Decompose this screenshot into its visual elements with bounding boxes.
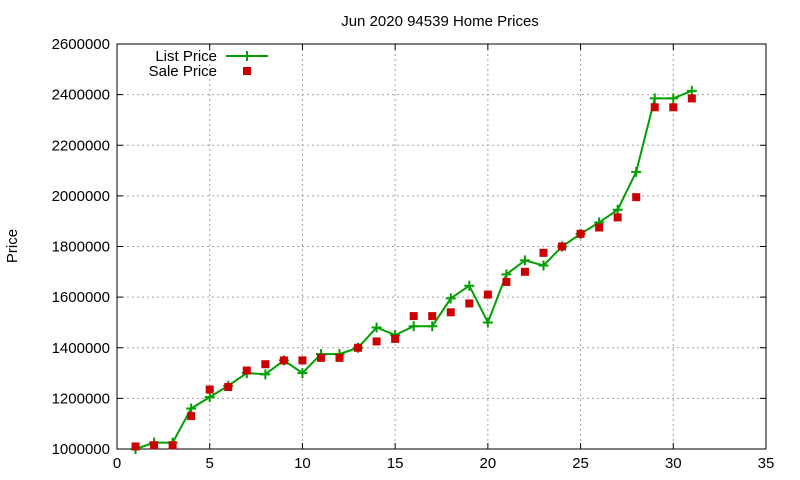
- list-price-point: [538, 260, 549, 271]
- list-price-point: [204, 392, 215, 403]
- sale-price-point: [632, 193, 641, 202]
- list-price-line: [135, 89, 693, 450]
- list-price-point: [371, 322, 382, 333]
- list-price-point: [612, 204, 623, 215]
- sale-price-point: [168, 441, 177, 450]
- sale-price-point: [187, 412, 196, 421]
- sale-price-point: [502, 277, 511, 286]
- sale-price-point: [354, 343, 363, 352]
- list-price-point: [297, 368, 308, 379]
- sale-price-point: [539, 248, 548, 257]
- sale-price-point: [687, 94, 696, 103]
- x-tick-label: 15: [387, 455, 404, 472]
- sale-price-point: [520, 267, 529, 276]
- list-price-point: [649, 93, 660, 104]
- list-price-point: [408, 321, 419, 332]
- sale-price-point: [595, 223, 604, 232]
- x-tick-label: 35: [758, 455, 775, 472]
- grid: [117, 44, 766, 449]
- y-tick-label: 1000000: [52, 441, 110, 458]
- sale-price-point: [558, 242, 567, 251]
- sale-price-point: [242, 366, 251, 375]
- sale-price-point: [483, 290, 492, 299]
- list-price-point: [260, 369, 271, 380]
- y-tick-label: 1200000: [52, 390, 110, 407]
- list-price-point: [668, 93, 679, 104]
- y-tick-label: 1400000: [52, 340, 110, 357]
- list-price-point: [186, 403, 197, 414]
- y-tick-label: 1600000: [52, 289, 110, 306]
- list-price-point: [519, 255, 530, 266]
- sale-price-point: [428, 312, 437, 321]
- list-price-point: [427, 321, 438, 332]
- y-axis-label: Price: [4, 229, 21, 263]
- sale-price-point: [224, 382, 233, 391]
- x-tick-label: 30: [665, 455, 682, 472]
- chart-title: Jun 2020 94539 Home Prices: [341, 13, 539, 30]
- sale-price-point: [391, 334, 400, 343]
- sale-price-point: [576, 229, 585, 238]
- sale-price-point: [279, 356, 288, 365]
- sale-price-point: [372, 337, 381, 346]
- y-tick-label: 2400000: [52, 87, 110, 104]
- x-tick-label: 0: [113, 455, 121, 472]
- sale-price-point: [150, 441, 159, 450]
- y-tick-label: 2200000: [52, 137, 110, 154]
- list-price-point: [501, 269, 512, 280]
- list-price-point: [482, 317, 493, 328]
- sale-price-point: [613, 213, 622, 222]
- sale-price-point: [316, 353, 325, 362]
- sale-price-point: [261, 360, 270, 369]
- list-price-point: [464, 280, 475, 291]
- x-tick-label: 25: [572, 455, 589, 472]
- legend-marker-list-price: [242, 51, 252, 61]
- legend-label-sale-price: Sale Price: [149, 63, 217, 80]
- sale-price-point: [650, 103, 659, 112]
- sale-price-point: [409, 312, 418, 321]
- list-price-point: [686, 85, 697, 96]
- sale-price-point: [298, 356, 307, 365]
- y-tick-label: 2600000: [52, 36, 110, 53]
- y-tick-label: 1800000: [52, 239, 110, 256]
- sale-price-point: [669, 103, 678, 112]
- sale-price-point: [446, 308, 455, 317]
- x-tick-label: 5: [206, 455, 214, 472]
- x-tick-label: 10: [294, 455, 311, 472]
- sale-price-point: [205, 385, 214, 394]
- legend-marker-sale-price: [243, 67, 251, 75]
- sale-price-point: [335, 353, 344, 362]
- y-tick-label: 2000000: [52, 188, 110, 205]
- sale-price-point: [465, 299, 474, 308]
- axis-ticks: 0 5 10 15 20 25 30 35 1000000 1200000 1400000 16000…: [52, 36, 775, 472]
- legend-label-list-price: List Price: [155, 48, 217, 65]
- list-price-point: [631, 166, 642, 177]
- series-layer: [130, 85, 697, 454]
- x-tick-label: 20: [480, 455, 497, 472]
- sale-price-point: [131, 442, 140, 451]
- list-price-point: [445, 293, 456, 304]
